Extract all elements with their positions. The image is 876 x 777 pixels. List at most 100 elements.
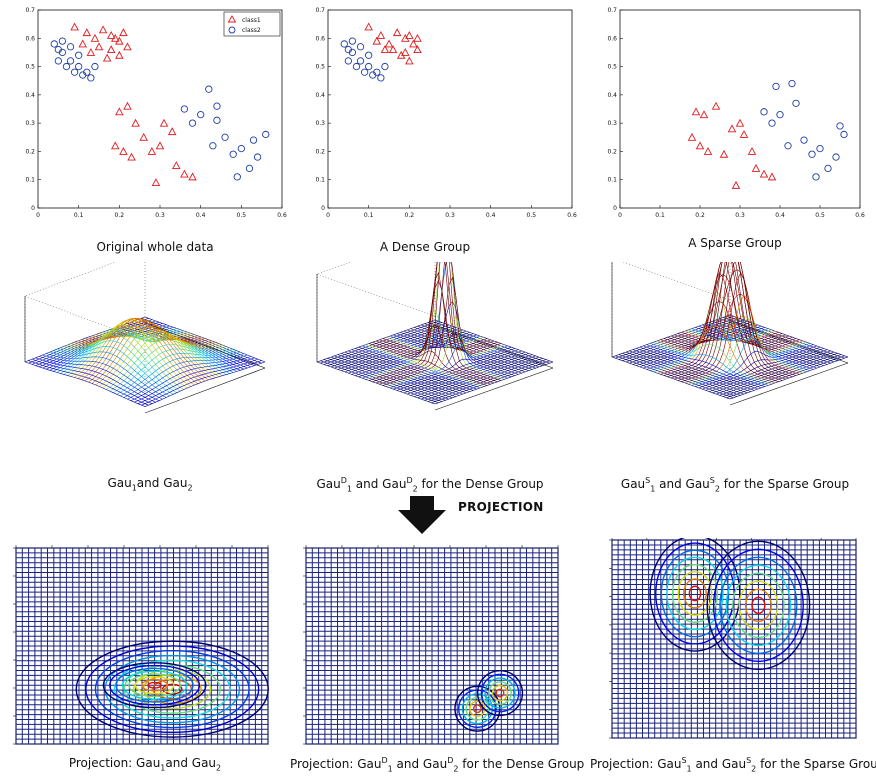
- caption-gau-dense: GauD1 and GauD2 for the Dense Group: [316, 476, 544, 494]
- surface-mesh-line: [53, 345, 174, 395]
- surface-mesh-line: [629, 350, 748, 394]
- class2-point: [832, 153, 840, 161]
- class1-point: [372, 36, 382, 45]
- surface-panel-3: [580, 262, 876, 472]
- class2-point: [768, 119, 776, 127]
- surface-mesh-line: [660, 301, 779, 382]
- class1-point: [188, 172, 197, 181]
- caption-projection-dense: Projection: GauD1 and GauD2 for the Dens…: [290, 756, 585, 774]
- surface-mesh-line: [28, 360, 149, 406]
- class1-point: [759, 169, 769, 178]
- contour-ring: [476, 669, 524, 717]
- surface-mesh-line: [715, 351, 835, 395]
- surface-mesh-line: [712, 350, 831, 394]
- contour-ring: [484, 677, 516, 709]
- class2-point: [352, 62, 361, 71]
- class1-point: [711, 101, 721, 110]
- surface-mesh-line: [636, 348, 755, 391]
- contour-ring: [688, 585, 702, 602]
- contour-ring: [115, 667, 194, 703]
- class2-point: [344, 57, 352, 65]
- class1-point: [98, 25, 108, 34]
- surface-mesh-line: [681, 293, 800, 375]
- surface-mesh-line: [396, 348, 515, 391]
- plot-frame: [327, 9, 573, 209]
- class1-point: [123, 101, 132, 110]
- class1-point: [727, 124, 737, 133]
- class1-point: [687, 132, 697, 141]
- class2-point: [75, 62, 83, 71]
- surface-mesh-line: [382, 276, 501, 386]
- axis-box-edge: [316, 262, 352, 275]
- class2-point: [344, 45, 352, 54]
- surface-mesh-line: [632, 349, 751, 392]
- class2-point: [365, 51, 373, 59]
- surface-mesh-line: [424, 358, 543, 401]
- surface-mesh-line: [120, 351, 241, 397]
- contour-ring: [141, 678, 169, 692]
- surface-mesh-line: [656, 325, 776, 384]
- y-tick-label: 0.6: [315, 35, 325, 42]
- caption-sparse-group: A Sparse Group: [688, 236, 782, 250]
- projection-panel-2: [290, 538, 580, 753]
- x-tick-label: 0.4: [486, 212, 496, 219]
- contour-ring: [660, 549, 730, 638]
- surface-mesh-line: [134, 357, 255, 403]
- class2-point: [360, 68, 369, 76]
- x-tick-label: 0.4: [775, 212, 785, 219]
- surface-mesh-line: [31, 358, 153, 404]
- surface-mesh-line: [428, 359, 547, 402]
- surface-mesh-line: [123, 353, 244, 398]
- scatter-panel-1: 0 0.1 0.2 0.3 0.4 0.5 0.6 0 0.1 0.2 0.3 0.4 0.5 0.6 0.…: [0, 0, 290, 230]
- class1-point: [172, 161, 181, 170]
- surface-mesh-line: [24, 361, 146, 407]
- surface-mesh-line: [653, 341, 772, 385]
- y-tick-label: 0.6: [25, 35, 35, 42]
- surface-mesh-line: [67, 325, 188, 389]
- contour-ring: [666, 556, 724, 631]
- y-tick-label: 0.5: [315, 64, 325, 71]
- class1-point: [82, 28, 92, 37]
- surface-mesh-line: [695, 344, 814, 387]
- surface-mesh-line: [410, 353, 529, 396]
- x-tick-label: 0.5: [237, 212, 247, 219]
- contour-ring: [109, 664, 201, 706]
- x-tick-label: 0: [36, 212, 40, 219]
- surface-mesh-line: [719, 353, 838, 396]
- surface-mesh-line: [618, 354, 737, 397]
- surface-mesh-line: [667, 262, 786, 380]
- class2-point: [70, 68, 79, 76]
- class1-point: [392, 28, 402, 37]
- surface-mesh-line: [723, 354, 842, 397]
- class1-point: [401, 47, 410, 56]
- class2-point: [229, 150, 237, 158]
- surface-mesh-line: [341, 353, 460, 396]
- surface-mesh-line: [31, 319, 153, 365]
- contour-ring: [495, 688, 505, 698]
- class2-point: [221, 133, 229, 141]
- class2-point: [356, 43, 365, 51]
- class2-point: [233, 173, 241, 181]
- class2-point: [188, 119, 197, 127]
- class1-point: [180, 169, 189, 178]
- class1-point: [106, 45, 116, 54]
- surface-mesh-line: [316, 361, 436, 405]
- surface-mesh-line: [615, 355, 734, 399]
- class2-point: [197, 111, 205, 119]
- projection-plot-sparse: [609, 538, 857, 739]
- y-tick-label: 0: [31, 205, 35, 212]
- class2-point: [50, 40, 58, 48]
- class2-point: [377, 74, 385, 82]
- contour-ring: [128, 673, 181, 698]
- surface-mesh-line: [355, 348, 474, 391]
- projection-plot-gau: [13, 545, 269, 745]
- base-axis: [144, 367, 266, 414]
- axis-box-edge: [24, 262, 117, 297]
- x-tick-label: 0.3: [445, 212, 455, 219]
- scatter-chart-original: 0 0.1 0.2 0.3 0.4 0.5 0.6 0 0.1 0.2 0.3 0.4 0.5 0.6 0.…: [25, 7, 286, 219]
- class1-point: [167, 127, 177, 136]
- surface-mesh-line: [611, 356, 731, 400]
- y-tick-label: 0.7: [315, 7, 325, 14]
- x-tick-label: 0.2: [405, 212, 415, 219]
- class2-point: [205, 85, 213, 93]
